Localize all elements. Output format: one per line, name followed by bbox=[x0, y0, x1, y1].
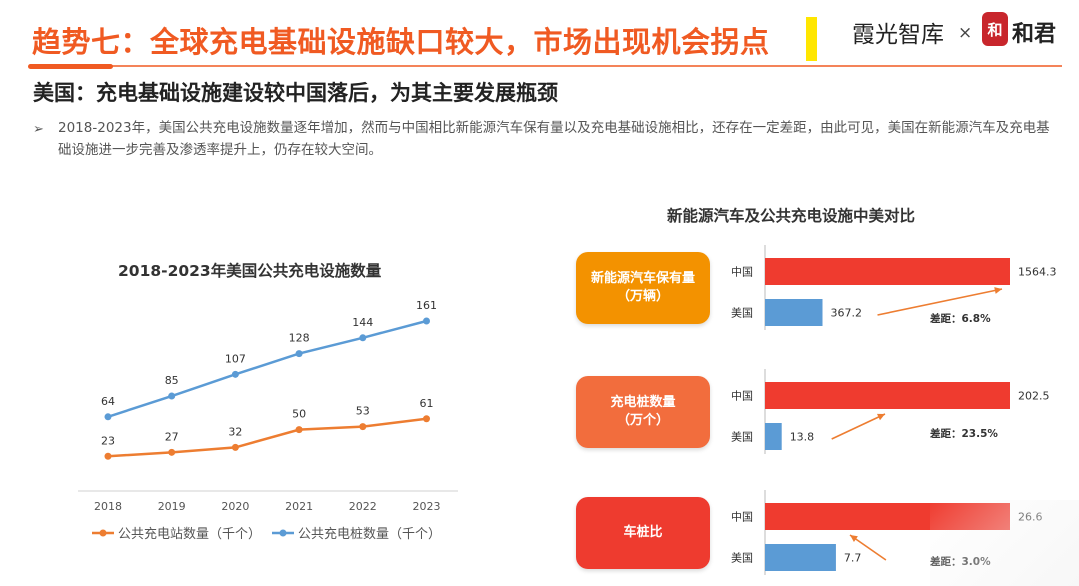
bar-chart-title: 新能源汽车及公共充电设施中美对比 bbox=[667, 207, 916, 225]
x-tick-label: 2022 bbox=[349, 500, 377, 513]
text-cursor-highlight bbox=[806, 17, 817, 61]
us-value-label: 13.8 bbox=[790, 431, 815, 444]
us-category-label: 美国 bbox=[731, 307, 753, 320]
china-bar bbox=[765, 258, 1010, 285]
station-point bbox=[359, 423, 367, 431]
station-point bbox=[104, 452, 112, 460]
pile-point bbox=[104, 413, 112, 421]
gap-arrowhead bbox=[850, 535, 858, 542]
pile-data-label: 64 bbox=[101, 395, 115, 408]
us-category-label: 美国 bbox=[731, 431, 753, 444]
arrow-right-icon: ➢ bbox=[33, 122, 44, 137]
page-title: 趋势七：全球充电基础设施缺口较大，市场出现机会拐点 bbox=[32, 25, 770, 59]
pile-data-label: 128 bbox=[289, 332, 310, 345]
station-data-label: 27 bbox=[165, 430, 179, 443]
x-tick-label: 2021 bbox=[285, 500, 313, 513]
gap-arrowhead bbox=[994, 287, 1002, 294]
line-chart-title: 2018-2023年美国公共充电设施数量 bbox=[118, 262, 382, 280]
corner-fade-decoration bbox=[930, 500, 1079, 586]
label-box-line: 充电桩数量 bbox=[610, 395, 676, 410]
station-data-label: 50 bbox=[292, 408, 306, 421]
pile-data-label: 85 bbox=[165, 374, 179, 387]
x-tick-label: 2019 bbox=[158, 500, 186, 513]
label-box-line: （万辆） bbox=[616, 289, 669, 304]
china-category-label: 中国 bbox=[731, 511, 753, 524]
china-category-label: 中国 bbox=[731, 390, 753, 403]
ratio-label-box: 车桩比 bbox=[576, 497, 710, 569]
pile-series-line bbox=[107, 319, 427, 418]
china-value-label: 202.5 bbox=[1018, 390, 1050, 403]
pile-data-label: 107 bbox=[225, 352, 246, 365]
partner-seal-icon: 和 bbox=[982, 12, 1008, 46]
pile-point bbox=[231, 370, 239, 378]
gap-label: 差距：6.8% bbox=[930, 312, 991, 325]
vehicles-label-box: 新能源汽车保有量 （万辆） bbox=[576, 252, 710, 324]
title-divider-accent bbox=[28, 64, 113, 69]
label-box-line: 车桩比 bbox=[623, 525, 663, 540]
gap-arrow-line bbox=[877, 288, 1003, 316]
brand-logo-text: 霞光智库 bbox=[852, 22, 944, 48]
us-bar bbox=[765, 299, 823, 326]
station-data-label: 53 bbox=[356, 405, 370, 418]
station-data-label: 61 bbox=[420, 397, 434, 410]
section-subtitle: 美国：充电基础设施建设较中国落后，为其主要发展瓶颈 bbox=[33, 81, 558, 105]
title-divider bbox=[30, 65, 1062, 67]
station-point bbox=[231, 443, 239, 451]
x-tick-label: 2020 bbox=[221, 500, 249, 513]
us-value-label: 7.7 bbox=[844, 552, 862, 565]
us-value-label: 367.2 bbox=[831, 307, 863, 320]
gap-arrowhead bbox=[877, 413, 885, 421]
station-data-label: 32 bbox=[228, 425, 242, 438]
label-box-line: 新能源汽车保有量 bbox=[590, 271, 695, 286]
pile-point bbox=[359, 334, 367, 342]
us-bar bbox=[765, 423, 782, 450]
brand-separator: × bbox=[958, 23, 973, 43]
legend-pile-marker bbox=[279, 529, 287, 537]
x-tick-label: 2023 bbox=[413, 500, 441, 513]
pile-point bbox=[423, 317, 430, 325]
pile-data-label: 161 bbox=[416, 299, 437, 312]
pile-data-label: 144 bbox=[352, 316, 373, 329]
legend-station-label: 公共充电站数量（千个） bbox=[118, 526, 261, 542]
china-value-label: 1564.3 bbox=[1018, 266, 1057, 279]
legend-station-marker bbox=[99, 529, 107, 537]
station-point bbox=[423, 415, 430, 423]
gap-label: 差距：23.5% bbox=[930, 427, 998, 440]
station-series-line bbox=[107, 417, 427, 458]
station-data-label: 23 bbox=[101, 434, 115, 447]
gap-arrow-line bbox=[831, 413, 886, 440]
partner-logo-text: 和君 bbox=[1012, 22, 1057, 47]
pile-point bbox=[295, 350, 303, 358]
label-box-line: （万个） bbox=[616, 413, 669, 428]
station-point bbox=[295, 426, 303, 434]
station-point bbox=[168, 448, 176, 456]
x-tick-label: 2018 bbox=[94, 500, 122, 513]
us-bar bbox=[765, 544, 836, 571]
us-category-label: 美国 bbox=[731, 552, 753, 565]
legend-pile-label: 公共充电桩数量（千个） bbox=[298, 526, 441, 542]
bullet-paragraph: 2018-2023年，美国公共充电设施数量逐年增加，然而与中国相比新能源汽车保有… bbox=[58, 120, 1050, 158]
piles-label-box: 充电桩数量 （万个） bbox=[576, 376, 710, 448]
china-bar bbox=[765, 382, 1010, 409]
gap-arrow-line bbox=[849, 534, 887, 561]
china-category-label: 中国 bbox=[731, 266, 753, 279]
pile-point bbox=[168, 392, 176, 400]
